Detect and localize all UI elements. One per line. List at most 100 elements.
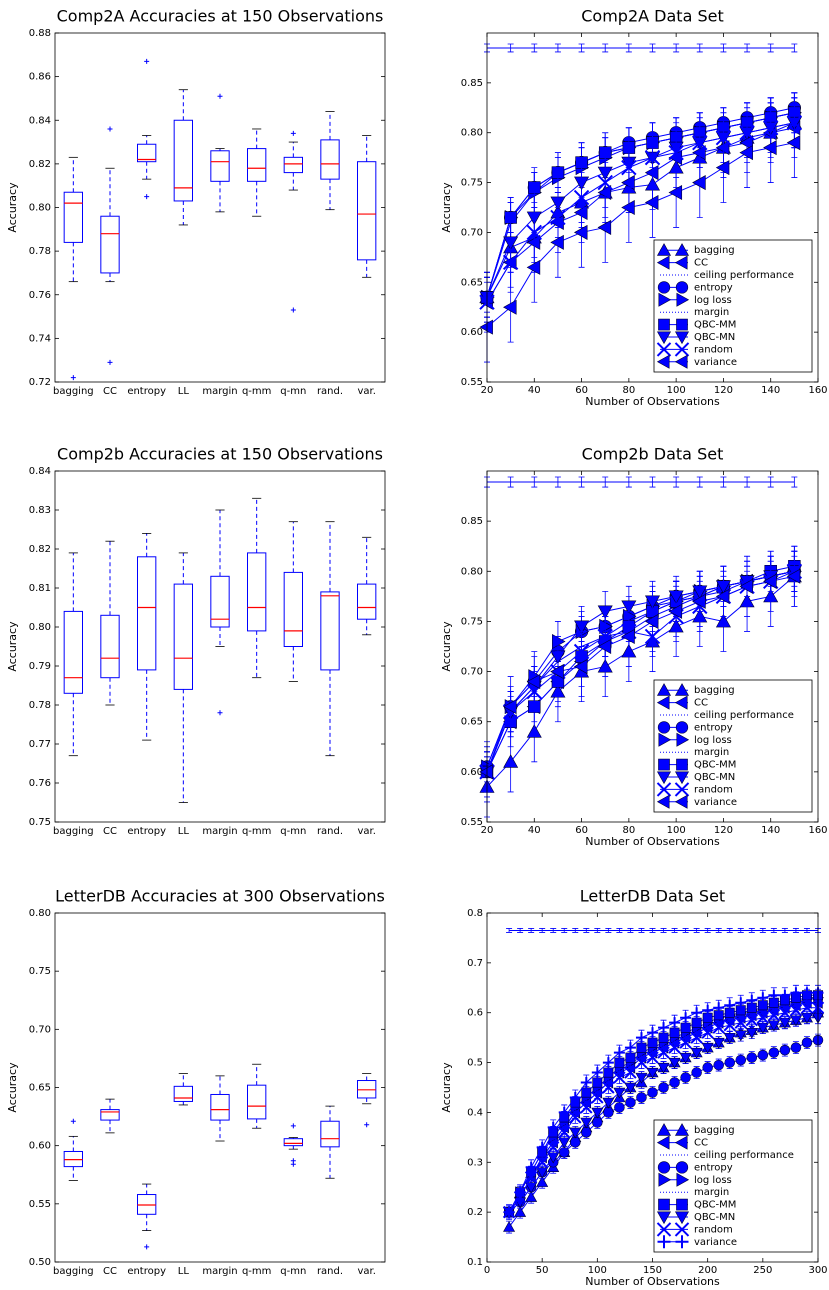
- marker: [701, 1042, 714, 1054]
- marker: [763, 573, 777, 589]
- marker: [624, 1066, 637, 1079]
- marker: [669, 1077, 680, 1088]
- outlier: [290, 130, 296, 136]
- box: [100, 1109, 120, 1121]
- axes-frame: [486, 32, 819, 383]
- x-tick-label: entropy: [127, 826, 166, 837]
- outlier: [217, 710, 223, 716]
- marker: [763, 140, 777, 156]
- outlier: [144, 58, 150, 64]
- marker: [602, 1081, 615, 1094]
- box: [63, 191, 83, 243]
- error-bar: [748, 928, 755, 933]
- legend-marker: [656, 255, 670, 270]
- marker: [597, 174, 613, 191]
- legend-marker: [656, 1211, 672, 1225]
- error-bar: [671, 928, 678, 933]
- legend-marker: [674, 255, 688, 270]
- box: [320, 591, 340, 671]
- box: [210, 1093, 230, 1121]
- y-tick-label: 0.65: [29, 1083, 51, 1094]
- box: [357, 161, 377, 261]
- legend-marker: [676, 318, 688, 331]
- marker: [669, 1017, 681, 1029]
- marker: [647, 1027, 658, 1039]
- marker: [558, 1106, 570, 1118]
- y-tick-label: 0.70: [29, 1024, 51, 1035]
- legend-marker: [656, 794, 670, 809]
- axes-frame: [54, 470, 386, 823]
- error-bar: [638, 928, 645, 933]
- legend-marker: [674, 794, 688, 809]
- marker: [624, 1042, 636, 1054]
- error-bar: [554, 43, 561, 53]
- legend-label: log loss: [694, 295, 732, 306]
- marker: [800, 1001, 814, 1014]
- marker: [597, 219, 612, 235]
- marker: [573, 204, 588, 220]
- chart-title: LetterDB Data Set: [580, 887, 725, 906]
- marker: [574, 620, 590, 635]
- box: [357, 583, 377, 620]
- marker: [551, 166, 565, 179]
- box: [63, 610, 83, 694]
- marker: [724, 999, 736, 1011]
- x-tick-label: 100: [667, 385, 686, 396]
- y-tick-label: 0.1: [467, 1257, 483, 1268]
- marker: [712, 1021, 725, 1034]
- x-tick-label: margin: [202, 386, 237, 397]
- marker: [644, 613, 659, 629]
- chart-title: Comp2b Data Set: [582, 445, 724, 464]
- marker: [536, 1141, 548, 1153]
- box: [100, 614, 120, 679]
- chart-title: LetterDB Accuracies at 300 Observations: [55, 887, 385, 906]
- chart-title: Comp2b Accuracies at 150 Observations: [57, 445, 383, 464]
- y-tick-label: 0.4: [467, 1107, 483, 1118]
- x-tick-label: var.: [357, 386, 375, 397]
- legend-label: entropy: [694, 722, 733, 733]
- x-tick-label: 160: [808, 825, 827, 836]
- y-tick-label: 0.2: [467, 1207, 483, 1218]
- marker: [691, 1067, 702, 1078]
- legend-marker: [675, 721, 689, 734]
- legend-label: random: [694, 1224, 733, 1235]
- x-tick-label: 140: [761, 825, 780, 836]
- legend-label: entropy: [694, 1162, 733, 1173]
- x-tick-label: rand.: [317, 386, 343, 397]
- y-tick-label: 0.55: [461, 377, 483, 388]
- legend-marker: [656, 243, 672, 256]
- legend-marker: [656, 342, 672, 357]
- x-tick-label: q-mm: [242, 826, 271, 837]
- y-tick-label: 0.77: [29, 739, 51, 750]
- x-tick-label: CC: [103, 386, 117, 397]
- error-bar: [517, 928, 524, 933]
- legend-label: random: [694, 784, 733, 795]
- y-tick-label: 0.80: [29, 622, 51, 633]
- error-bar: [649, 928, 656, 933]
- outlier: [290, 1123, 296, 1129]
- x-tick-label: bagging: [53, 826, 94, 837]
- legend-label: QBC-MM: [694, 1200, 736, 1211]
- outlier: [364, 1122, 370, 1128]
- error-bar: [507, 476, 514, 488]
- x-tick-label: 160: [808, 385, 827, 396]
- y-tick-label: 0.55: [29, 1199, 51, 1210]
- y-tick-label: 0.6: [467, 1008, 483, 1019]
- error-bar: [550, 928, 557, 933]
- marker: [801, 1037, 813, 1048]
- marker: [525, 1161, 537, 1173]
- y-tick-label: 0.76: [29, 290, 51, 301]
- marker: [621, 159, 637, 176]
- marker: [514, 1206, 527, 1217]
- legend-marker: [656, 1135, 670, 1150]
- marker: [734, 1016, 747, 1029]
- marker: [592, 1117, 603, 1128]
- legend-label: CC: [694, 1138, 708, 1149]
- marker: [625, 1097, 636, 1108]
- error-bar: [625, 43, 632, 53]
- y-tick-label: 0.82: [29, 544, 51, 555]
- marker: [570, 1137, 581, 1148]
- x-tick-label: 120: [714, 385, 733, 396]
- box: [283, 1138, 303, 1147]
- y-tick-label: 0.82: [29, 159, 51, 170]
